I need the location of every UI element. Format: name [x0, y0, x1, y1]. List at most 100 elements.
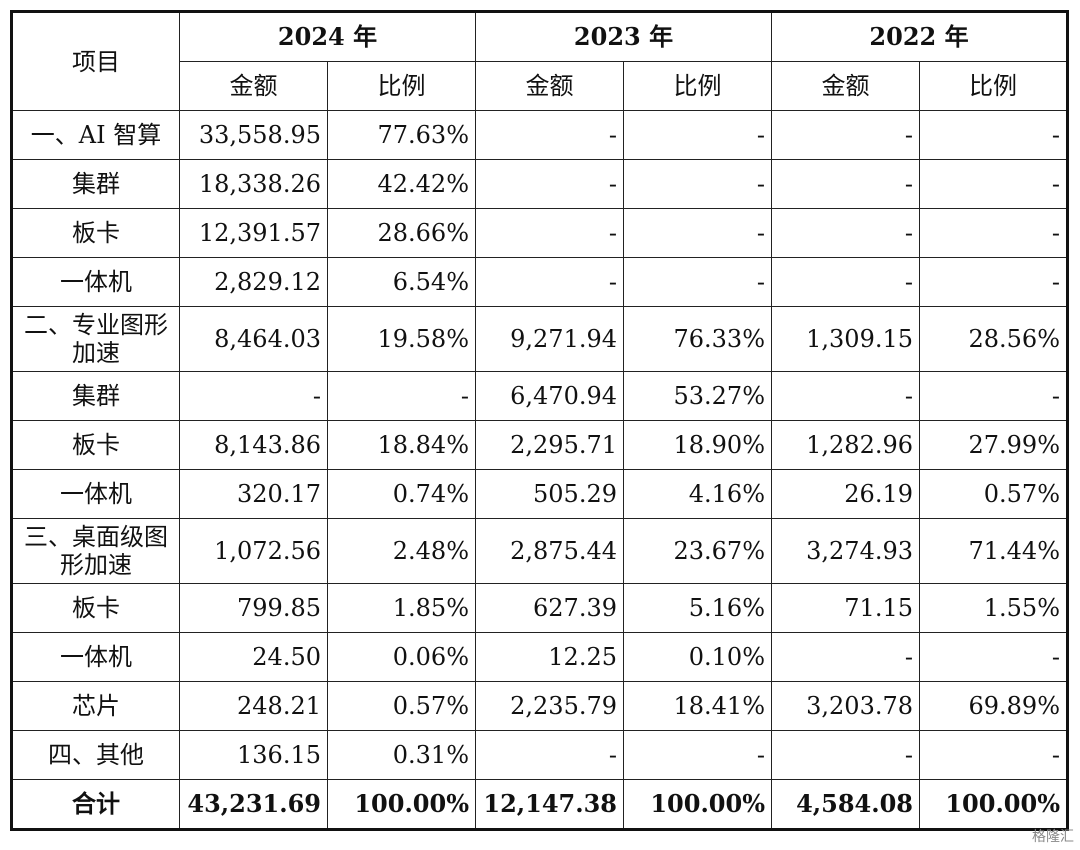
table-row: 二、专业图形加速 8,464.03 19.58% 9,271.94 76.33% 1,30… — [11, 306, 1068, 372]
amount-cell: - — [771, 371, 920, 421]
table-row: 板卡 8,143.86 18.84% 2,295.71 18.90% 1,282.96 27… — [11, 420, 1068, 470]
amount-cell: 2,875.44 — [475, 518, 624, 584]
amount-cell: - — [771, 208, 920, 258]
ratio-cell: 28.56% — [919, 306, 1068, 372]
ratio-cell: 18.90% — [623, 420, 772, 470]
amount-cell: 4,584.08 — [771, 779, 920, 830]
amount-cell: - — [179, 371, 328, 421]
row-item-label: 板卡 — [11, 583, 180, 633]
header-amount: 金额 — [475, 61, 624, 111]
amount-cell: 2,235.79 — [475, 681, 624, 731]
ratio-cell: - — [623, 257, 772, 307]
amount-cell: 505.29 — [475, 469, 624, 519]
row-item-label: 三、桌面级图形加速 — [11, 518, 180, 584]
amount-cell: 12,391.57 — [179, 208, 328, 258]
row-item-label: 集群 — [11, 159, 180, 209]
amount-cell: 26.19 — [771, 469, 920, 519]
table-row: 一体机 24.50 0.06% 12.25 0.10% - - — [11, 632, 1068, 682]
amount-cell: 6,470.94 — [475, 371, 624, 421]
ratio-cell: 19.58% — [327, 306, 476, 372]
ratio-cell: - — [623, 159, 772, 209]
ratio-cell: 6.54% — [327, 257, 476, 307]
amount-cell: - — [771, 632, 920, 682]
ratio-cell: - — [919, 208, 1068, 258]
ratio-cell: - — [919, 632, 1068, 682]
table-row: 一、AI 智算 33,558.95 77.63% - - - - — [11, 110, 1068, 160]
ratio-cell: 100.00% — [327, 779, 476, 830]
ratio-cell: - — [919, 159, 1068, 209]
ratio-cell: - — [919, 257, 1068, 307]
ratio-cell: - — [623, 730, 772, 780]
amount-cell: - — [475, 110, 624, 160]
amount-cell: 12,147.38 — [475, 779, 624, 830]
ratio-cell: - — [327, 371, 476, 421]
amount-cell: - — [771, 110, 920, 160]
ratio-cell: 2.48% — [327, 518, 476, 584]
table-row: 板卡 12,391.57 28.66% - - - - — [11, 208, 1068, 258]
row-item-label: 一体机 — [11, 632, 180, 682]
table-body: 一、AI 智算 33,558.95 77.63% - - - - 集群 18,338.26 42.… — [11, 110, 1068, 830]
ratio-cell: 0.57% — [919, 469, 1068, 519]
ratio-cell: - — [623, 208, 772, 258]
ratio-cell: 53.27% — [623, 371, 772, 421]
header-amount: 金额 — [771, 61, 920, 111]
ratio-cell: 100.00% — [919, 779, 1068, 830]
amount-cell: 8,143.86 — [179, 420, 328, 470]
row-item-label: 板卡 — [11, 208, 180, 258]
row-item-label: 一体机 — [11, 257, 180, 307]
ratio-cell: 71.44% — [919, 518, 1068, 584]
row-item-label: 合计 — [11, 779, 180, 830]
total-row: 合计 43,231.69 100.00% 12,147.38 100.00% 4,584.… — [11, 779, 1068, 830]
amount-cell: - — [475, 208, 624, 258]
amount-cell: 248.21 — [179, 681, 328, 731]
header-amount: 金额 — [179, 61, 328, 111]
header-ratio: 比例 — [327, 61, 476, 111]
amount-cell: 71.15 — [771, 583, 920, 633]
amount-cell: 12.25 — [475, 632, 624, 682]
table-row: 板卡 799.85 1.85% 627.39 5.16% 71.15 1.55% — [11, 583, 1068, 633]
amount-cell: 3,203.78 — [771, 681, 920, 731]
amount-cell: 8,464.03 — [179, 306, 328, 372]
amount-cell: - — [771, 730, 920, 780]
amount-cell: - — [475, 257, 624, 307]
ratio-cell: 100.00% — [623, 779, 772, 830]
header-ratio: 比例 — [919, 61, 1068, 111]
header-year-2023: 2023 年 — [475, 11, 772, 62]
amount-cell: 24.50 — [179, 632, 328, 682]
header-ratio: 比例 — [623, 61, 772, 111]
amount-cell: 3,274.93 — [771, 518, 920, 584]
header-item: 项目 — [11, 11, 180, 111]
amount-cell: 2,829.12 — [179, 257, 328, 307]
ratio-cell: 4.16% — [623, 469, 772, 519]
table-row: 四、其他 136.15 0.31% - - - - — [11, 730, 1068, 780]
amount-cell: 9,271.94 — [475, 306, 624, 372]
amount-cell: - — [475, 730, 624, 780]
ratio-cell: 27.99% — [919, 420, 1068, 470]
row-item-label: 一体机 — [11, 469, 180, 519]
ratio-cell: 42.42% — [327, 159, 476, 209]
ratio-cell: - — [919, 730, 1068, 780]
ratio-cell: - — [623, 110, 772, 160]
ratio-cell: - — [919, 110, 1068, 160]
ratio-cell: 0.74% — [327, 469, 476, 519]
amount-cell: - — [475, 159, 624, 209]
ratio-cell: 0.10% — [623, 632, 772, 682]
ratio-cell: 1.85% — [327, 583, 476, 633]
amount-cell: 33,558.95 — [179, 110, 328, 160]
ratio-cell: 23.67% — [623, 518, 772, 584]
ratio-cell: 76.33% — [623, 306, 772, 372]
ratio-cell: 18.41% — [623, 681, 772, 731]
amount-cell: 136.15 — [179, 730, 328, 780]
amount-cell: 627.39 — [475, 583, 624, 633]
ratio-cell: 1.55% — [919, 583, 1068, 633]
ratio-cell: 28.66% — [327, 208, 476, 258]
amount-cell: 320.17 — [179, 469, 328, 519]
row-item-label: 二、专业图形加速 — [11, 306, 180, 372]
amount-cell: - — [771, 159, 920, 209]
amount-cell: 799.85 — [179, 583, 328, 633]
table-row: 集群 18,338.26 42.42% - - - - — [11, 159, 1068, 209]
ratio-cell: 0.06% — [327, 632, 476, 682]
table-row: 集群 - -6,470.94 53.27% - - — [11, 371, 1068, 421]
amount-cell: - — [771, 257, 920, 307]
revenue-table-container: 项目 2024 年 2023 年 2022 年 金额 比例 金额 比例 金额 比… — [10, 10, 1069, 831]
